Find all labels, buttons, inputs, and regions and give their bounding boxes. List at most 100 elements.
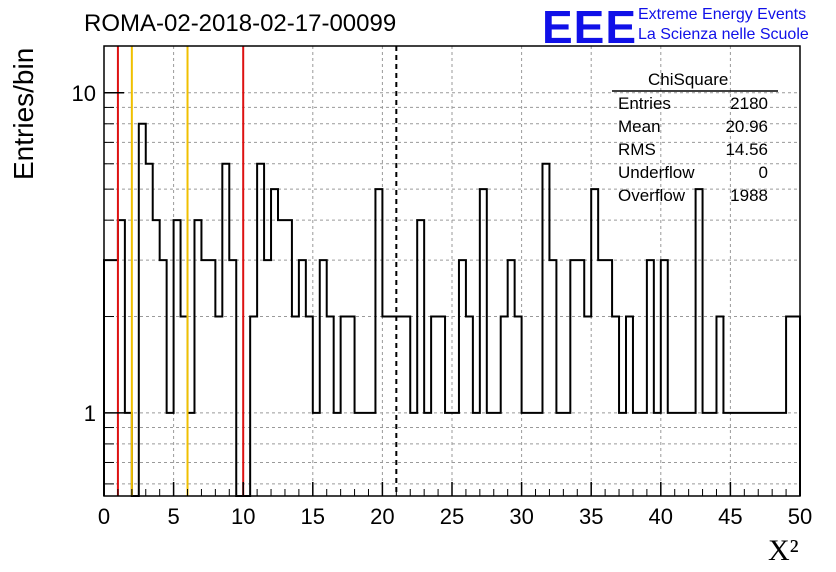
y-axis-label: Entries/bin xyxy=(8,47,39,180)
histogram-bin-11 xyxy=(181,317,188,496)
histogram-bin-12 xyxy=(188,413,195,496)
histogram-bin-43 xyxy=(403,317,410,496)
histogram-bin-50 xyxy=(452,413,459,496)
histogram-bin-94 xyxy=(758,413,765,496)
histogram-bin-98 xyxy=(786,317,793,496)
histogram-outline xyxy=(103,122,801,497)
stat-label-rms: RMS xyxy=(618,140,656,159)
histogram-bin-96 xyxy=(772,413,779,496)
histogram-bin-64 xyxy=(549,260,556,496)
histogram-bin-15 xyxy=(208,260,215,496)
histogram-bin-74 xyxy=(619,413,626,496)
histogram-bin-73 xyxy=(612,317,619,496)
x-tick-label-9: 45 xyxy=(718,504,742,529)
stat-label-overflow: Overflow xyxy=(618,186,686,205)
histogram-bin-49 xyxy=(445,413,452,496)
stat-value-entries: 2180 xyxy=(730,94,768,113)
eee-logo: EEE xyxy=(542,1,638,53)
histogram-bin-14 xyxy=(201,260,208,496)
histogram-bin-97 xyxy=(779,413,786,496)
x-tick-label-3: 15 xyxy=(301,504,325,529)
histogram-bin-5 xyxy=(139,124,146,496)
x-axis-label: X² xyxy=(768,534,799,567)
x-tick-label-5: 25 xyxy=(440,504,464,529)
histogram-bin-24 xyxy=(271,189,278,496)
x-tick-label-2: 10 xyxy=(231,504,255,529)
histogram-bin-36 xyxy=(355,413,362,496)
histogram-bin-99 xyxy=(793,317,800,496)
x-tick-label-7: 35 xyxy=(579,504,603,529)
histogram-bin-8 xyxy=(160,260,167,496)
histogram-bin-86 xyxy=(703,413,710,496)
histogram-bin-22 xyxy=(257,164,264,496)
histogram-bin-27 xyxy=(292,317,299,496)
y-tick-label-0: 1 xyxy=(84,401,96,426)
histogram-bin-38 xyxy=(368,413,375,496)
histogram-bin-45 xyxy=(417,220,424,496)
histogram-bin-7 xyxy=(153,220,160,496)
histogram-bin-79 xyxy=(654,413,661,496)
histogram-bin-42 xyxy=(396,317,403,496)
logo-line-2: La Scienza nelle Scuole xyxy=(638,26,809,43)
histogram-bin-81 xyxy=(668,413,675,496)
histogram-bin-18 xyxy=(229,260,236,496)
histogram-bin-59 xyxy=(515,317,522,496)
histogram-bin-41 xyxy=(389,317,396,496)
histogram-bin-95 xyxy=(765,413,772,496)
histogram-bin-72 xyxy=(605,260,612,496)
histogram-bin-92 xyxy=(744,413,751,496)
histogram-bin-60 xyxy=(522,413,529,496)
histogram-bin-58 xyxy=(508,260,515,496)
histogram-bin-34 xyxy=(341,317,348,496)
histogram-bin-53 xyxy=(473,413,480,496)
histogram-bin-21 xyxy=(250,317,257,496)
histogram-bin-66 xyxy=(563,413,570,496)
histogram-bin-29 xyxy=(306,317,313,496)
histogram-bin-65 xyxy=(556,413,563,496)
histogram-bin-67 xyxy=(570,260,577,496)
histogram-bin-63 xyxy=(542,164,549,496)
x-tick-label-8: 40 xyxy=(649,504,673,529)
histogram-bin-78 xyxy=(647,260,654,496)
histogram-bin-69 xyxy=(584,317,591,496)
histogram-bin-52 xyxy=(466,317,473,496)
histogram-bin-71 xyxy=(598,260,605,496)
histogram-bin-44 xyxy=(410,413,417,496)
histogram-bin-13 xyxy=(194,220,201,496)
stat-label-entries: Entries xyxy=(618,94,671,113)
histogram-bin-25 xyxy=(278,220,285,496)
histogram-bin-93 xyxy=(751,413,758,496)
histogram-bin-90 xyxy=(730,413,737,496)
histogram-bin-48 xyxy=(438,317,445,496)
run-title: ROMA-02-2018-02-17-00099 xyxy=(84,10,397,37)
histogram-bin-84 xyxy=(689,413,696,496)
x-tick-label-0: 0 xyxy=(98,504,110,529)
histogram-bin-83 xyxy=(682,413,689,496)
histogram-bin-37 xyxy=(362,413,369,496)
histogram-bin-0 xyxy=(104,260,111,496)
histogram-bin-46 xyxy=(424,413,431,496)
stat-value-mean: 20.96 xyxy=(725,117,768,136)
histogram-bin-3 xyxy=(125,413,132,496)
stat-label-underflow: Underflow xyxy=(618,163,695,182)
histogram-bin-23 xyxy=(264,260,271,496)
histogram-bin-80 xyxy=(661,260,668,496)
histogram-bin-39 xyxy=(375,189,382,496)
x-tick-label-4: 20 xyxy=(370,504,394,529)
histogram-bin-77 xyxy=(640,413,647,496)
histogram-bin-33 xyxy=(334,413,341,496)
histogram-bin-82 xyxy=(675,413,682,496)
histogram-bin-30 xyxy=(313,413,320,496)
histogram-bin-40 xyxy=(382,317,389,496)
stat-label-mean: Mean xyxy=(618,117,661,136)
histogram-bin-31 xyxy=(320,260,327,496)
histogram-bin-85 xyxy=(696,189,703,496)
y-tick-label-1: 10 xyxy=(72,81,96,106)
logo-line-1: Extreme Energy Events xyxy=(638,6,807,23)
histogram-bin-47 xyxy=(431,317,438,496)
stat-value-underflow: 0 xyxy=(758,163,768,182)
histogram-bin-76 xyxy=(633,413,640,496)
histogram-bin-62 xyxy=(536,413,543,496)
histogram-bin-35 xyxy=(348,317,355,496)
